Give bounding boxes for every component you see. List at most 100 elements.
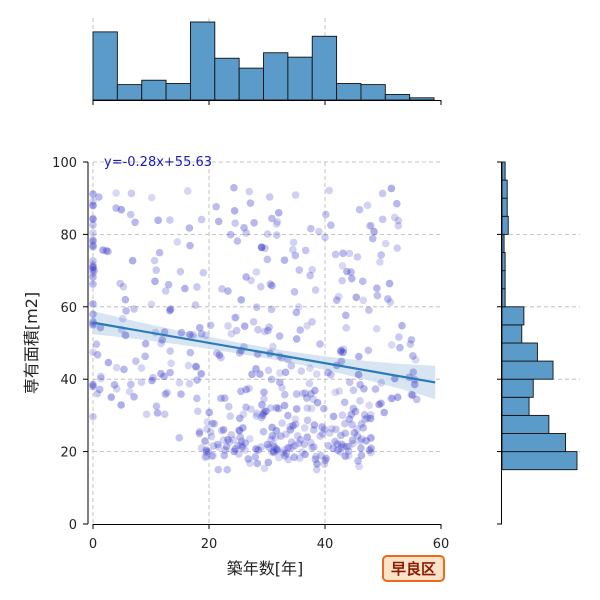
scatter-point [355, 352, 363, 361]
scatter-point [89, 201, 97, 210]
scatter-point [341, 429, 350, 438]
scatter-point [306, 271, 314, 280]
scatter-point [271, 433, 280, 442]
scatter-point [148, 376, 156, 385]
scatter-point [367, 434, 375, 443]
scatter-point [273, 446, 281, 455]
scatter-point [209, 442, 218, 450]
scatter-point [409, 368, 418, 377]
scatter-point [251, 453, 260, 461]
scatter-point [357, 444, 365, 452]
scatter-point [296, 326, 305, 334]
scatter-point [278, 419, 286, 427]
scatter-point [185, 224, 194, 232]
scatter-point [235, 426, 244, 435]
scatter-point [339, 348, 348, 357]
scatter-point [117, 401, 125, 409]
scatter-point [365, 306, 373, 315]
scatter-point [95, 193, 103, 201]
scatter-point [141, 339, 150, 348]
scatter-point [245, 435, 254, 443]
scatter-point [300, 440, 309, 448]
scatter-point [89, 380, 97, 389]
scatter-point [126, 210, 135, 219]
scatter-point [207, 432, 216, 441]
scatter-point [377, 251, 385, 259]
scatter-point [157, 369, 165, 378]
scatter-point [260, 464, 269, 473]
scatter-point [219, 425, 228, 434]
scatter-point [89, 241, 97, 250]
scatter-point [375, 400, 383, 409]
scatter-point [130, 305, 138, 313]
scatter-point [238, 443, 247, 452]
main-grid [92, 18, 580, 524]
right-histogram [497, 161, 578, 525]
scatter-point [406, 340, 415, 348]
scatter-point [341, 311, 350, 320]
scatter-point [230, 447, 238, 456]
scatter-point [279, 449, 288, 457]
scatter-point [316, 432, 324, 440]
scatter-point [355, 205, 364, 214]
scatter-point [250, 219, 258, 227]
scatter-point [272, 426, 281, 435]
scatter-point [166, 216, 174, 224]
scatter-point [335, 387, 344, 395]
scatter-point [157, 339, 165, 348]
scatter-point [308, 317, 316, 326]
scatter-point [411, 356, 420, 364]
scatter-point [128, 256, 137, 265]
scatter-point [137, 378, 146, 386]
scatter-point [112, 385, 121, 393]
scatter-point [329, 444, 337, 453]
scatter-point [353, 432, 362, 440]
scatter-point [343, 442, 351, 451]
right-hist-bar [501, 197, 508, 217]
scatter-point [214, 465, 223, 474]
scatter-point [344, 451, 353, 460]
scatter-point [131, 218, 139, 227]
scatter-point [362, 436, 370, 445]
scatter-point [363, 201, 372, 210]
scatter-point [327, 370, 335, 379]
confidence-band-layer [93, 311, 436, 400]
scatter-point [206, 428, 215, 436]
scatter-point [152, 266, 160, 274]
scatter-point [270, 442, 278, 451]
scatter-point [347, 274, 356, 283]
scatter-point [203, 425, 211, 433]
scatter-point [371, 385, 380, 393]
scatter-point [102, 247, 111, 255]
scatter-point [246, 199, 255, 207]
scatter-point [345, 415, 354, 423]
scatter-point [357, 420, 366, 428]
scatter-point [202, 331, 210, 340]
scatter-point [363, 414, 371, 422]
scatter-point [177, 390, 185, 398]
scatter-point [237, 437, 246, 446]
scatter-point [210, 419, 219, 428]
scatter-point [234, 450, 243, 458]
scatter-point [147, 193, 156, 202]
scatter-point [324, 441, 333, 450]
scatter-point [186, 241, 194, 250]
scatter-point [242, 385, 250, 394]
scatter-point [96, 372, 105, 381]
y-tick-label: 100 [52, 156, 77, 171]
scatter-point [173, 238, 182, 246]
scatter-point [266, 404, 275, 412]
scatter-point [376, 258, 384, 266]
scatter-point [218, 285, 226, 293]
scatter-point [301, 389, 309, 397]
scatter-point [89, 300, 97, 308]
scatter-point [348, 420, 356, 429]
top-hist-bar [263, 52, 289, 101]
scatter-point [366, 414, 375, 423]
scatter-point [259, 411, 267, 420]
scatter-point [147, 300, 156, 309]
scatter-point [287, 362, 296, 370]
scatter-point [298, 448, 306, 456]
right-hist-bar [501, 360, 554, 380]
scatter-point [231, 313, 239, 322]
